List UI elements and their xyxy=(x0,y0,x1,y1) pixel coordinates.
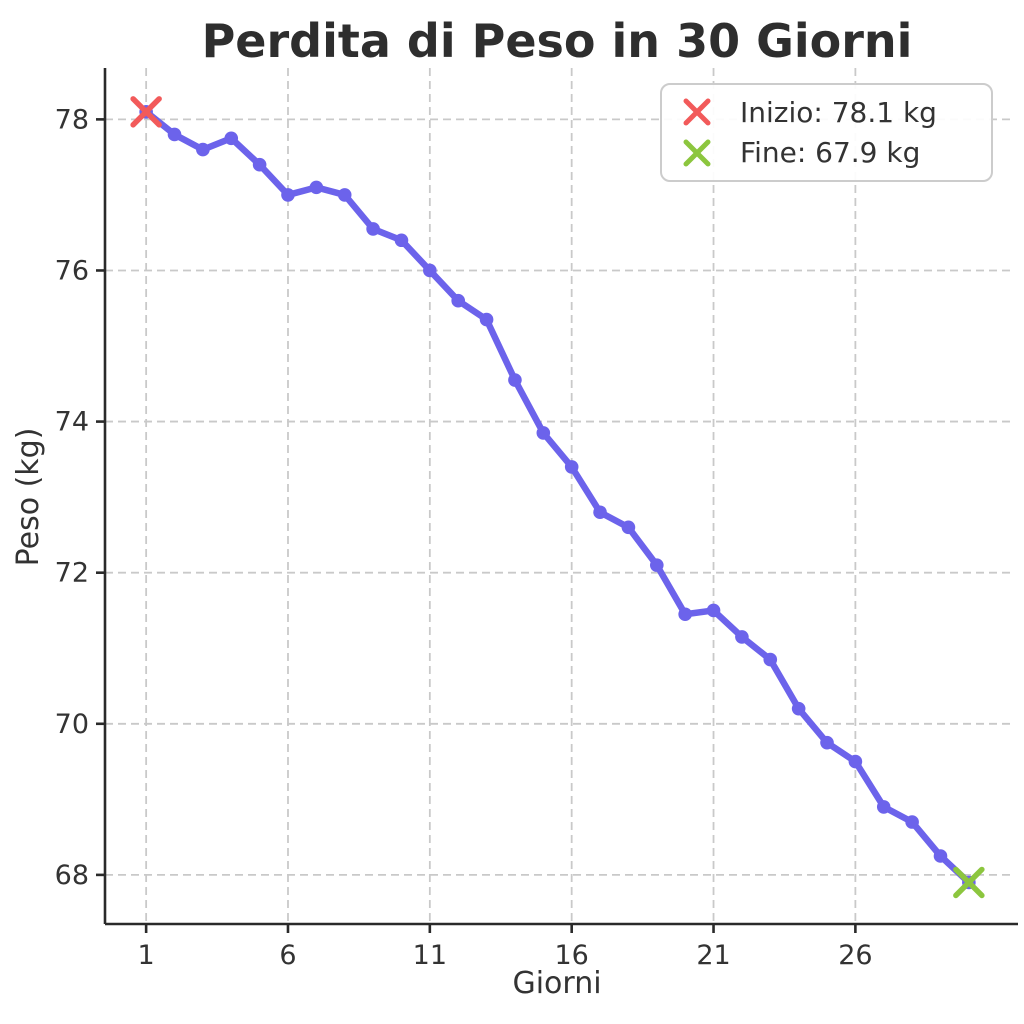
y-tick-label: 72 xyxy=(55,558,89,589)
data-point xyxy=(167,127,182,142)
end-x-marker xyxy=(953,866,985,899)
x-tick-label: 11 xyxy=(413,940,447,971)
data-point xyxy=(337,188,352,202)
y-axis-label: Peso (kg) xyxy=(11,428,46,567)
y-tick-label: 78 xyxy=(55,104,89,135)
x-tick-label: 21 xyxy=(696,940,730,971)
data-point xyxy=(820,735,834,750)
legend-label-fine: Fine: 67.9 kg xyxy=(740,136,921,170)
x-tick-label: 6 xyxy=(279,940,296,971)
data-point xyxy=(309,180,324,195)
end-x-marker-icon xyxy=(683,139,711,167)
legend-item-inizio: Inizio: 78.1 kg xyxy=(680,95,973,129)
data-point xyxy=(621,520,636,535)
start-x-marker xyxy=(130,96,162,128)
data-point xyxy=(905,815,919,829)
data-point xyxy=(536,426,551,440)
data-point xyxy=(678,607,692,622)
y-tick-label: 68 xyxy=(55,860,89,891)
start-x-marker-icon xyxy=(683,98,711,126)
data-point xyxy=(252,157,267,172)
weight-line xyxy=(142,108,973,886)
data-point xyxy=(735,630,749,644)
data-point xyxy=(196,142,210,157)
chart-legend: Inizio: 78.1 kg Fine: 67.9 kg xyxy=(660,83,993,182)
data-point xyxy=(791,701,806,716)
data-point xyxy=(224,131,239,146)
data-point xyxy=(479,312,494,327)
data-point xyxy=(394,233,409,248)
chart-title: Perdita di Peso in 30 Giorni xyxy=(202,14,913,68)
x-tick-label: 26 xyxy=(838,940,872,971)
data-point xyxy=(451,293,466,308)
data-point xyxy=(281,188,295,202)
x-tick-label: 16 xyxy=(555,940,589,971)
data-point xyxy=(564,460,579,474)
data-point xyxy=(876,800,891,814)
data-point xyxy=(763,652,778,667)
legend-label-inizio: Inizio: 78.1 kg xyxy=(740,95,937,129)
data-point xyxy=(423,263,437,278)
start-end-markers xyxy=(130,96,985,899)
axes-spines-and-ticks xyxy=(96,68,1018,933)
y-tick-label: 76 xyxy=(55,255,89,286)
weight-line-series xyxy=(139,105,976,890)
y-tick-label: 74 xyxy=(55,407,89,438)
data-point xyxy=(706,603,721,618)
y-tick-label: 70 xyxy=(55,709,89,740)
data-point xyxy=(933,849,948,863)
data-point xyxy=(593,505,607,520)
data-point xyxy=(848,754,863,769)
x-axis-label: Giorni xyxy=(512,966,601,1001)
data-point xyxy=(508,373,522,387)
data-point xyxy=(649,558,664,572)
data-point xyxy=(366,222,380,236)
x-tick-label: 1 xyxy=(138,940,155,971)
legend-item-fine: Fine: 67.9 kg xyxy=(680,136,973,170)
